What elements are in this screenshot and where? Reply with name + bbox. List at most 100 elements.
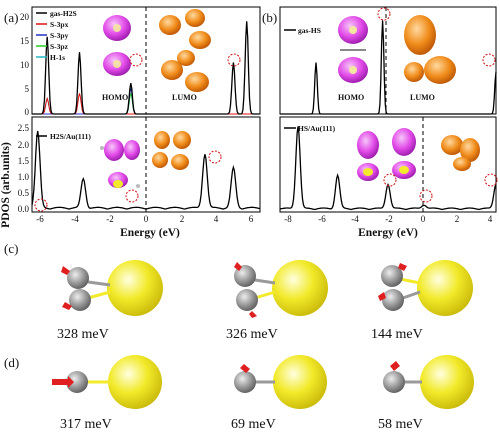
s-atom [234, 371, 256, 393]
vibration-energy: 58 meV [378, 417, 423, 432]
xtick-label: 2 [455, 214, 460, 224]
orbital-core [349, 66, 357, 74]
au-atom [108, 355, 162, 409]
adsorption-config-c3: 144 meV [371, 260, 473, 342]
au-atom [272, 260, 328, 316]
panel-label-b: (b) [262, 10, 277, 25]
au-atom [420, 355, 474, 409]
ytick-label: 1.5 [18, 156, 30, 166]
orbital-lobe [154, 131, 170, 149]
pdos-line-h2s-au-111- [31, 130, 261, 210]
orbital-lobe [185, 9, 205, 27]
adsorption-config-d3: 58 meV [378, 355, 474, 432]
panel-label-d: (d) [4, 355, 19, 370]
s-atom [67, 267, 89, 289]
s-atom [234, 265, 256, 287]
legend-label: H2S/Au(111) [50, 132, 91, 141]
vibration-energy: 326 meV [226, 327, 278, 342]
panel-label-c: (c) [4, 241, 18, 256]
orbital-lobe [363, 168, 373, 176]
pdos-line-s-3px [32, 93, 260, 115]
xtick-label: 0 [144, 214, 149, 224]
orbital-lobe [171, 154, 189, 170]
homo-orbital-b: HOMO [338, 16, 368, 102]
vibration-energy: 317 meV [60, 417, 112, 432]
highlight-circle [383, 173, 397, 187]
bond [87, 290, 111, 300]
vibration-arrow [52, 376, 74, 388]
lumo-label: LUMO [410, 93, 435, 102]
orbital-lobe [113, 180, 123, 188]
legend-a-bottom: H2S/Au(111) [36, 132, 91, 141]
orbital-lobe [441, 135, 463, 155]
orbital-lobe [404, 15, 436, 55]
bond [254, 290, 276, 300]
bond [399, 277, 421, 285]
orbital-lobe [159, 15, 181, 35]
vibration-arrow [234, 262, 242, 271]
vibration-energy: 144 meV [371, 327, 423, 342]
orbitals-a-bottom [100, 131, 191, 188]
orbital-lobe [424, 56, 456, 84]
highlight-circle [34, 198, 48, 212]
panel-label-a: (a) [4, 10, 18, 25]
orbital-lobe [453, 157, 471, 171]
legend-label: S-3px [50, 20, 69, 29]
adsorption-config-c1: 328 meV [57, 260, 163, 342]
bond [87, 280, 111, 287]
pdos-line-gas-h2s [32, 21, 260, 115]
au-atom [273, 355, 327, 409]
lumo-label: LUMO [172, 93, 197, 102]
s-atom [383, 371, 405, 393]
ytick-label: 2.0 [18, 140, 30, 150]
legend-label: HS/Au(111) [298, 124, 336, 133]
xtick-label: -6 [36, 214, 44, 224]
ytick-label: 1.0 [18, 172, 30, 182]
ytick-label: 20 [20, 12, 30, 22]
vibration-arrow [61, 266, 70, 275]
orbital-lobe [124, 140, 140, 160]
atom-h [100, 146, 104, 150]
ytick-label: 10 [20, 60, 30, 70]
ytick-label: 5 [25, 84, 30, 94]
vibration-arrow [398, 263, 407, 271]
orbital-lobe [460, 138, 480, 162]
orbital-lobe [189, 31, 211, 49]
highlight-circle [419, 189, 433, 203]
legend-a-top: gas-H2S S-3px S-3py S-3pz H-1s [36, 9, 77, 62]
xticks-a: -6 -4 -2 0 2 4 6 [36, 214, 254, 224]
homo-label: HOMO [102, 93, 128, 102]
atom-h [136, 184, 140, 188]
highlight-circle [129, 53, 143, 67]
legend-label: S-3pz [50, 42, 69, 51]
legend-label: gas-HS [298, 26, 321, 35]
orbital-lobe [161, 60, 183, 80]
xtick-label: 4 [214, 214, 219, 224]
orbital-lobe [404, 62, 424, 82]
vibration-energy: 69 meV [231, 417, 276, 432]
homo-orbital-a: HOMO [102, 15, 131, 102]
legend-b-bottom: HS/Au(111) [284, 124, 336, 133]
orbital-lobe [177, 50, 195, 66]
vibration-arrow [249, 311, 257, 318]
xticks-b: -8 -6 -4 -2 0 2 4 [284, 214, 493, 224]
ytick-label: 0.0 [18, 204, 30, 214]
adsorption-config-c2: 326 meV [226, 260, 328, 342]
s-atom [236, 289, 258, 311]
s-atom [382, 289, 404, 311]
xtick-label: 6 [249, 214, 254, 224]
vibration-arrow [62, 302, 72, 310]
lumo-orbital-b: LUMO [404, 15, 456, 102]
pdos-line-gas-hs [280, 20, 497, 115]
orbital-lobe [185, 72, 209, 92]
au-atom [107, 260, 163, 316]
xtick-label: -4 [71, 214, 79, 224]
orbital-lobe [173, 131, 191, 149]
xtick-label: -4 [351, 214, 359, 224]
legend-label: H-1s [50, 53, 65, 62]
x-axis-label-a: Energy (eV) [120, 227, 180, 239]
vibration-arrow [378, 292, 386, 301]
xtick-label: 4 [488, 214, 493, 224]
orbital-core [113, 60, 121, 68]
